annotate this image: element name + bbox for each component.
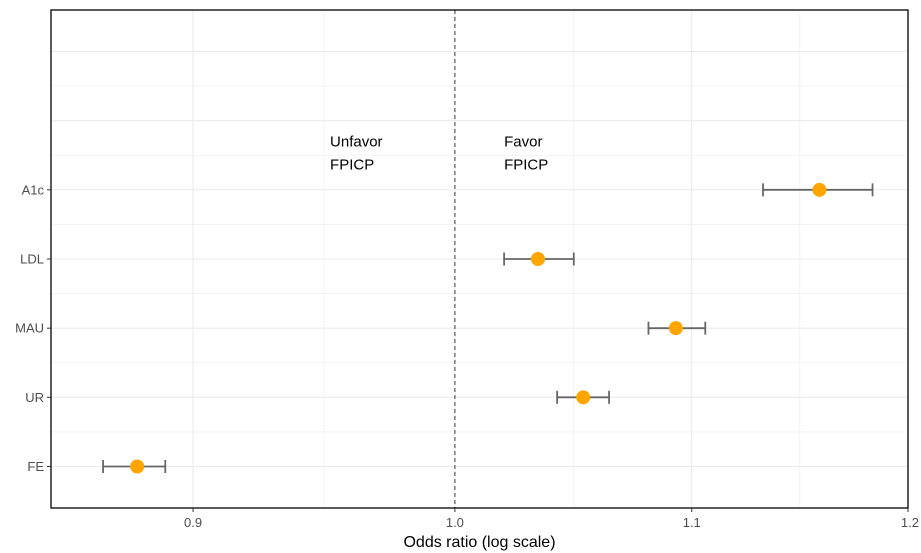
y-tick-label-ur: UR bbox=[25, 390, 44, 405]
y-tick-label-fe: FE bbox=[27, 459, 44, 474]
x-tick-label-0-9: 0.9 bbox=[184, 515, 202, 530]
annotations: Unfavor FPICP Favor FPICP bbox=[330, 134, 548, 174]
x-tick-label-1-1: 1.1 bbox=[683, 515, 701, 530]
point-mau bbox=[668, 321, 683, 336]
data-marks bbox=[102, 182, 874, 474]
y-tick-label-ldl: LDL bbox=[20, 252, 44, 267]
point-a1c bbox=[812, 182, 827, 197]
gridlines bbox=[51, 10, 909, 508]
y-tick-label-a1c: A1c bbox=[22, 182, 45, 197]
x-tick-label-1-2: 1.2 bbox=[901, 515, 919, 530]
x-axis-title: Odds ratio (log scale) bbox=[403, 534, 555, 551]
x-axis: 0.9 1.0 1.1 1.2 bbox=[184, 508, 919, 530]
annotation-favor-line2: FPICP bbox=[504, 157, 548, 174]
annotation-unfavor-line2: FPICP bbox=[330, 157, 374, 174]
annotation-favor-line1: Favor bbox=[504, 134, 542, 151]
point-fe bbox=[130, 459, 145, 474]
point-ldl bbox=[530, 252, 545, 266]
y-axis: A1c LDL MAU UR FE bbox=[15, 182, 51, 474]
point-ur bbox=[576, 390, 591, 405]
annotation-unfavor-line1: Unfavor bbox=[330, 134, 383, 151]
y-tick-label-mau: MAU bbox=[15, 321, 44, 336]
x-tick-label-1-0: 1.0 bbox=[446, 515, 464, 530]
